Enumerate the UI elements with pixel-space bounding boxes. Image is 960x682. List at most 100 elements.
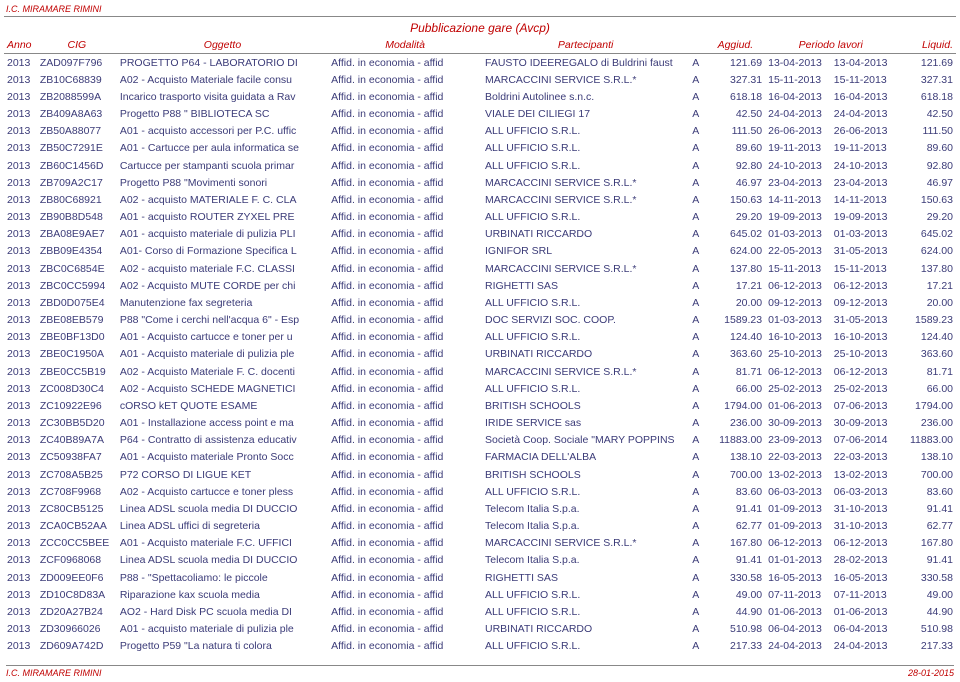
cell-date2: 16-10-2013 bbox=[831, 329, 897, 346]
cell-partecipanti: FAUSTO IDEEREGALO di Buldrini faust bbox=[482, 54, 689, 72]
cell-modalita: Affid. in economia - affid bbox=[328, 483, 482, 500]
cell-modalita: Affid. in economia - affid bbox=[328, 243, 482, 260]
cell-date2: 31-05-2013 bbox=[831, 243, 897, 260]
cell-liquid: 83.60 bbox=[896, 483, 956, 500]
cell-date1: 23-09-2013 bbox=[765, 432, 831, 449]
cell-agg: A bbox=[689, 415, 705, 432]
cell-aggiud: 17.21 bbox=[706, 277, 765, 294]
cell-date1: 14-11-2013 bbox=[765, 191, 831, 208]
cell-liquid: 49.00 bbox=[896, 586, 956, 603]
cell-partecipanti: MARCACCINI SERVICE S.R.L.* bbox=[482, 260, 689, 277]
cell-cig: ZB80C68921 bbox=[37, 191, 117, 208]
table-row: 2013ZAD097F796PROGETTO P64 - LABORATORIO… bbox=[4, 54, 956, 72]
cell-partecipanti: IGNIFOR SRL bbox=[482, 243, 689, 260]
cell-agg: A bbox=[689, 449, 705, 466]
cell-liquid: 150.63 bbox=[896, 191, 956, 208]
cell-partecipanti: RIGHETTI SAS bbox=[482, 277, 689, 294]
cell-liquid: 91.41 bbox=[896, 552, 956, 569]
table-row: 2013ZB709A2C17Progetto P88 "Movimenti so… bbox=[4, 174, 956, 191]
cell-partecipanti: MARCACCINI SERVICE S.R.L.* bbox=[482, 71, 689, 88]
cell-cig: ZC708F9968 bbox=[37, 483, 117, 500]
cell-oggetto: A01 - Acquisto materiale Pronto Socc bbox=[117, 449, 328, 466]
cell-agg: A bbox=[689, 363, 705, 380]
cell-oggetto: Cartucce per stampanti scuola primar bbox=[117, 157, 328, 174]
cell-date2: 24-10-2013 bbox=[831, 157, 897, 174]
footer-date: 28-01-2015 bbox=[908, 668, 954, 678]
cell-aggiud: 42.50 bbox=[706, 106, 765, 123]
cell-liquid: 11883.00 bbox=[896, 432, 956, 449]
cell-aggiud: 618.18 bbox=[706, 88, 765, 105]
cell-anno: 2013 bbox=[4, 569, 37, 586]
cell-date2: 06-12-2013 bbox=[831, 535, 897, 552]
cell-aggiud: 91.41 bbox=[706, 552, 765, 569]
cell-partecipanti: MARCACCINI SERVICE S.R.L.* bbox=[482, 174, 689, 191]
cell-date1: 06-12-2013 bbox=[765, 363, 831, 380]
table-row: 2013ZB50C7291EA01 - Cartucce per aula in… bbox=[4, 140, 956, 157]
cell-anno: 2013 bbox=[4, 140, 37, 157]
cell-anno: 2013 bbox=[4, 312, 37, 329]
cell-date1: 13-04-2013 bbox=[765, 54, 831, 72]
cell-agg: A bbox=[689, 294, 705, 311]
cell-oggetto: A02 - Acquisto Materiale F. C. docenti bbox=[117, 363, 328, 380]
cell-oggetto: Incarico trasporto visita guidata a Rav bbox=[117, 88, 328, 105]
col-periodo: Periodo lavori bbox=[765, 37, 896, 54]
cell-date2: 31-05-2013 bbox=[831, 312, 897, 329]
cell-modalita: Affid. in economia - affid bbox=[328, 209, 482, 226]
cell-cig: ZB709A2C17 bbox=[37, 174, 117, 191]
cell-aggiud: 510.98 bbox=[706, 621, 765, 638]
cell-oggetto: A02 - Acquisto cartucce e toner pless bbox=[117, 483, 328, 500]
table-row: 2013ZD30966026A01 - acquisto materiale d… bbox=[4, 621, 956, 638]
cell-anno: 2013 bbox=[4, 380, 37, 397]
cell-anno: 2013 bbox=[4, 415, 37, 432]
cell-anno: 2013 bbox=[4, 243, 37, 260]
cell-date1: 19-09-2013 bbox=[765, 209, 831, 226]
cell-liquid: 46.97 bbox=[896, 174, 956, 191]
cell-date2: 06-12-2013 bbox=[831, 277, 897, 294]
cell-partecipanti: VIALE DEI CILIEGI 17 bbox=[482, 106, 689, 123]
cell-liquid: 138.10 bbox=[896, 449, 956, 466]
cell-oggetto: A02 - Acquisto Materiale facile consu bbox=[117, 71, 328, 88]
cell-cig: ZBC0CC5994 bbox=[37, 277, 117, 294]
cell-aggiud: 700.00 bbox=[706, 466, 765, 483]
cell-date1: 01-09-2013 bbox=[765, 518, 831, 535]
cell-anno: 2013 bbox=[4, 518, 37, 535]
cell-liquid: 217.33 bbox=[896, 638, 956, 655]
cell-anno: 2013 bbox=[4, 638, 37, 655]
cell-aggiud: 91.41 bbox=[706, 500, 765, 517]
cell-agg: A bbox=[689, 397, 705, 414]
cell-anno: 2013 bbox=[4, 71, 37, 88]
cell-agg: A bbox=[689, 174, 705, 191]
cell-partecipanti: ALL UFFICIO S.R.L. bbox=[482, 157, 689, 174]
table-row: 2013ZC50938FA7A01 - Acquisto materiale P… bbox=[4, 449, 956, 466]
cell-anno: 2013 bbox=[4, 363, 37, 380]
cell-date1: 01-09-2013 bbox=[765, 500, 831, 517]
cell-oggetto: A02 - Acquisto SCHEDE MAGNETICI bbox=[117, 380, 328, 397]
table-row: 2013ZCC0CC5BEEA01 - Acquisto materiale F… bbox=[4, 535, 956, 552]
cell-date2: 14-11-2013 bbox=[831, 191, 897, 208]
cell-agg: A bbox=[689, 552, 705, 569]
cell-agg: A bbox=[689, 123, 705, 140]
cell-agg: A bbox=[689, 71, 705, 88]
cell-cig: ZCA0CB52AA bbox=[37, 518, 117, 535]
cell-modalita: Affid. in economia - affid bbox=[328, 71, 482, 88]
cell-modalita: Affid. in economia - affid bbox=[328, 88, 482, 105]
cell-modalita: Affid. in economia - affid bbox=[328, 312, 482, 329]
cell-aggiud: 92.80 bbox=[706, 157, 765, 174]
table-row: 2013ZCF0968068Linea ADSL scuola media DI… bbox=[4, 552, 956, 569]
cell-aggiud: 81.71 bbox=[706, 363, 765, 380]
cell-liquid: 111.50 bbox=[896, 123, 956, 140]
cell-liquid: 124.40 bbox=[896, 329, 956, 346]
cell-date1: 26-06-2013 bbox=[765, 123, 831, 140]
cell-aggiud: 167.80 bbox=[706, 535, 765, 552]
cell-liquid: 330.58 bbox=[896, 569, 956, 586]
table-row: 2013ZC708F9968A02 - Acquisto cartucce e … bbox=[4, 483, 956, 500]
table-row: 2013ZB2088599AIncarico trasporto visita … bbox=[4, 88, 956, 105]
cell-agg: A bbox=[689, 638, 705, 655]
cell-date1: 22-03-2013 bbox=[765, 449, 831, 466]
cell-cig: ZB10C68839 bbox=[37, 71, 117, 88]
cell-anno: 2013 bbox=[4, 449, 37, 466]
cell-date2: 19-09-2013 bbox=[831, 209, 897, 226]
cell-partecipanti: Telecom Italia S.p.a. bbox=[482, 552, 689, 569]
cell-date2: 25-02-2013 bbox=[831, 380, 897, 397]
cell-anno: 2013 bbox=[4, 157, 37, 174]
